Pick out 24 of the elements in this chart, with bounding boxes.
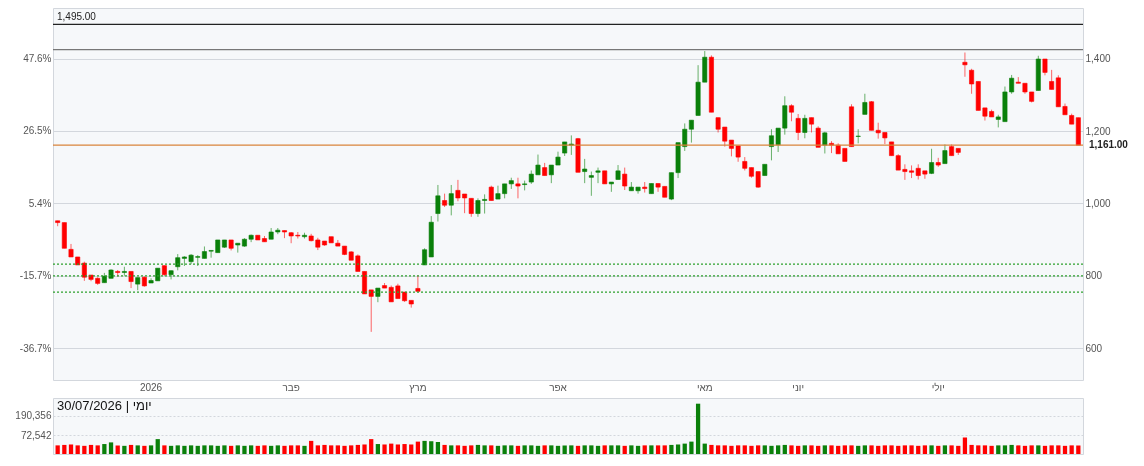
y2-tick-label: 47.6%	[23, 52, 52, 64]
x-tick-label: מאי	[696, 381, 713, 393]
y-tick-label: 72,542	[20, 429, 52, 441]
y-tick-label: 190,356	[15, 410, 52, 422]
annotation: יומי | 30/07/2026	[57, 398, 152, 413]
y-tick-label: 1,400	[1085, 53, 1111, 65]
x-tick-label: אפר	[549, 381, 568, 393]
candlestick	[415, 274, 421, 292]
y2-tick-label: 5.4%	[28, 197, 52, 209]
x-tick-label: מרץ	[409, 381, 427, 393]
ref-line-label: 1,495.00	[57, 11, 97, 23]
y2-tick-label: 26.5%	[23, 125, 52, 137]
candlestick	[595, 167, 601, 184]
y-tick-label: 600	[1085, 342, 1103, 354]
y-tick-label: 1,200	[1085, 125, 1111, 137]
y-tick-label: 800	[1085, 270, 1103, 282]
x-tick-label: 2026	[139, 381, 163, 393]
x-tick-label: פבר	[282, 381, 300, 393]
y2-tick-label: -36.7%	[19, 342, 52, 354]
y-tick-label: 1,000	[1085, 197, 1111, 209]
x-tick-label: יוני	[792, 381, 804, 393]
x-tick-label: יולי	[931, 381, 945, 393]
ref-line-label: 1,161.00	[1089, 139, 1129, 151]
y2-tick-label: -15.7%	[19, 270, 52, 282]
